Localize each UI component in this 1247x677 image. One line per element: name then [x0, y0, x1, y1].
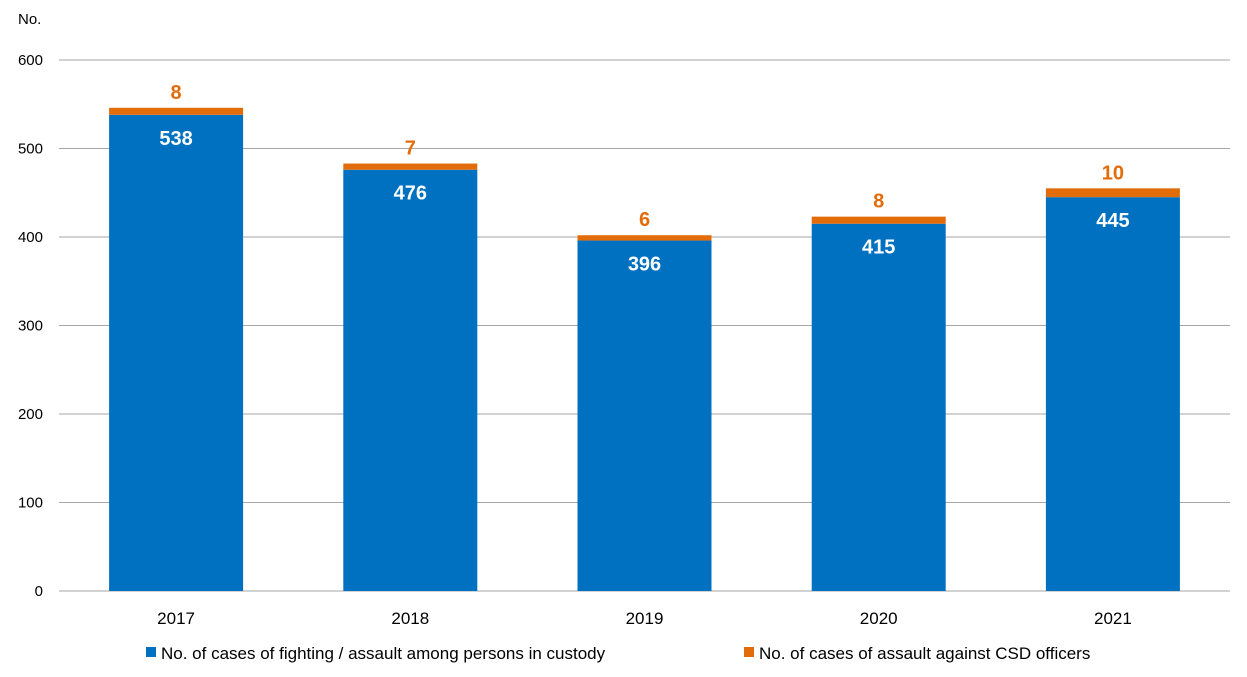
data-label-officer-assault: 6	[639, 209, 650, 231]
data-label-custody-fighting: 445	[1096, 210, 1129, 232]
data-label-officer-assault: 8	[873, 191, 884, 213]
legend: No. of cases of fighting / assault among…	[146, 644, 1090, 663]
bar-custody-fighting	[343, 169, 478, 592]
data-label-officer-assault: 10	[1102, 162, 1124, 184]
bar-officer-assault	[811, 216, 946, 224]
bar-officer-assault	[1045, 188, 1180, 198]
data-labels: 538 8 476 7 396 6 415 8 445 10	[159, 82, 1129, 276]
bar-custody-fighting	[577, 240, 712, 592]
x-tick-label: 2018	[391, 609, 429, 628]
bar-custody-fighting	[811, 223, 946, 591]
legend-label: No. of cases of fighting / assault among…	[161, 644, 606, 663]
data-label-officer-assault: 8	[171, 82, 182, 104]
data-label-custody-fighting: 415	[862, 237, 895, 259]
x-tick-label: 2020	[860, 609, 898, 628]
y-unit-label: No.	[18, 11, 41, 28]
data-label-custody-fighting: 476	[394, 183, 427, 205]
x-tick-label: 2021	[1094, 609, 1132, 628]
bar-officer-assault	[343, 163, 478, 170]
y-tick-label: 200	[18, 406, 43, 423]
y-tick-label: 0	[35, 583, 43, 600]
bar-officer-assault	[109, 107, 244, 115]
y-tick-label: 600	[18, 52, 43, 69]
bar-officer-assault	[577, 235, 712, 241]
data-label-custody-fighting: 396	[628, 254, 661, 276]
y-tick-label: 500	[18, 141, 43, 158]
data-label-officer-assault: 7	[405, 138, 416, 160]
y-tick-label: 100	[18, 495, 43, 512]
legend-swatch	[146, 647, 156, 657]
y-tick-label: 300	[18, 318, 43, 335]
legend-swatch	[744, 647, 754, 657]
data-label-custody-fighting: 538	[159, 128, 192, 150]
legend-label: No. of cases of assault against CSD offi…	[759, 644, 1090, 663]
x-tick-label: 2019	[626, 609, 664, 628]
y-axis-ticks: 0 100 200 300 400 500 600	[18, 52, 43, 600]
x-axis-ticks: 2017 2018 2019 2020 2021	[157, 609, 1132, 628]
bar-custody-fighting	[1045, 197, 1180, 592]
x-tick-label: 2017	[157, 609, 195, 628]
bar-custody-fighting	[109, 114, 244, 592]
bars	[109, 107, 1180, 592]
y-tick-label: 400	[18, 229, 43, 246]
